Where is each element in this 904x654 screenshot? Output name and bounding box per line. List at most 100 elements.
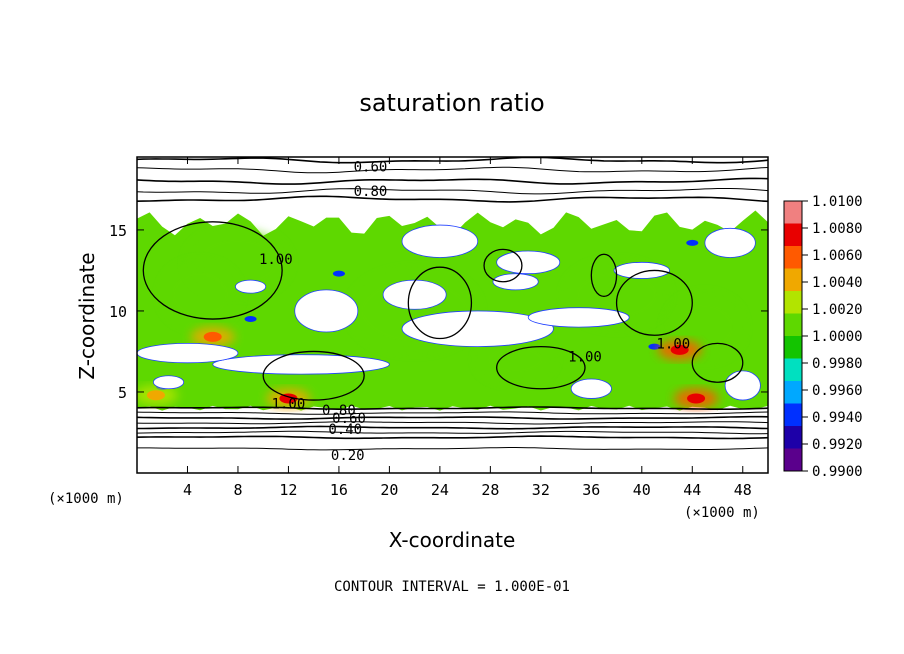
supersaturation-core xyxy=(203,331,222,342)
dry-patch xyxy=(137,342,239,364)
plot-area: 0.600.801.001.00 0.800.600.400.201.001.00 xyxy=(137,157,768,473)
colorbar-tick-label: 0.9920 xyxy=(812,437,863,453)
x-tick-label: 32 xyxy=(532,481,550,499)
contour-line xyxy=(137,430,768,435)
y-unit-label: (×1000 m) xyxy=(48,491,124,507)
contour-line xyxy=(496,345,586,390)
dry-patch xyxy=(401,224,479,258)
y-tick-label: 5 xyxy=(118,384,127,402)
contour-label: 0.60 xyxy=(354,160,388,176)
contour-label: 0.80 xyxy=(354,184,388,200)
x-tick-label: 40 xyxy=(633,481,651,499)
contour-label: 0.20 xyxy=(331,448,365,464)
contour-label: 1.00 xyxy=(259,252,293,268)
contour-line xyxy=(137,157,768,164)
x-axis-label: X-coordinate xyxy=(389,528,516,552)
subsaturated-spot xyxy=(244,316,257,323)
dry-patch xyxy=(724,370,761,401)
contour-line xyxy=(483,248,523,283)
y-tick-label: 10 xyxy=(109,303,127,321)
contour-line xyxy=(407,266,473,340)
x-tick-label: 8 xyxy=(233,481,242,499)
contour-line xyxy=(137,425,768,430)
supersaturation-core xyxy=(670,344,689,355)
contour-line xyxy=(137,415,768,420)
y-axis-label: Z-coordinate xyxy=(75,252,99,379)
contour-line xyxy=(137,406,768,410)
colorbar-fill xyxy=(784,201,802,471)
dry-patch xyxy=(212,354,390,375)
colorbar-tick-label: 0.9960 xyxy=(812,383,863,399)
colorbar-tick-label: 0.9980 xyxy=(812,356,863,372)
colorbar: 1.0100 1.0080 1.0060 1.0040 1.0020 1.0000 0.99… xyxy=(783,194,863,480)
colorbar-frame xyxy=(783,200,803,472)
moist-patch xyxy=(162,262,238,328)
colorbar-tick-label: 0.9900 xyxy=(812,464,863,480)
dry-patch xyxy=(492,273,539,291)
x-tick-label: 36 xyxy=(582,481,600,499)
contour-lines xyxy=(137,157,768,451)
plot-frame xyxy=(136,156,769,474)
colorbar-tick-label: 1.0020 xyxy=(812,302,863,318)
contour-label: 0.80 xyxy=(322,403,356,419)
contour-label: 1.00 xyxy=(656,336,690,352)
contour-line xyxy=(137,188,768,195)
dry-patch xyxy=(294,289,359,333)
contour-line xyxy=(137,421,768,425)
colorbar-tick-label: 1.0000 xyxy=(812,329,863,345)
contour-line xyxy=(137,166,768,174)
x-tick-label: 4 xyxy=(183,481,192,499)
contour-line xyxy=(590,253,618,298)
x-tick-label: 16 xyxy=(330,481,348,499)
colorbar-tick-label: 0.9940 xyxy=(812,410,863,426)
subsaturated-spot xyxy=(332,270,345,277)
dry-patch xyxy=(704,227,756,258)
x-tick-label: 48 xyxy=(734,481,752,499)
x-tick-label: 24 xyxy=(431,481,449,499)
contour-labels: 0.600.801.001.00 0.800.600.400.201.001.00 xyxy=(259,160,690,464)
y-axis: 5 10 15 xyxy=(109,222,768,402)
contour-label: 1.00 xyxy=(272,396,306,412)
dry-patch xyxy=(570,378,612,399)
colorbar-tick-label: 1.0100 xyxy=(812,194,863,210)
contour-line xyxy=(137,411,768,415)
contour-line xyxy=(137,447,768,451)
x-tick-label: 20 xyxy=(380,481,398,499)
dry-patch xyxy=(613,261,670,279)
dry-patch xyxy=(496,250,561,275)
colorbar-tick-label: 1.0080 xyxy=(812,221,863,237)
x-axis: 4 8 12 16 20 24 28 32 36 40 44 48 xyxy=(183,157,752,499)
x-tick-label: 44 xyxy=(683,481,701,499)
dry-patches xyxy=(137,224,761,401)
supersaturation-core xyxy=(146,390,165,401)
dry-patch xyxy=(382,279,447,310)
x-tick-label: 28 xyxy=(481,481,499,499)
contour-line xyxy=(137,195,768,203)
contour-line xyxy=(615,269,693,336)
dry-patch xyxy=(401,310,554,347)
contour-label: 0.40 xyxy=(328,422,362,438)
chart-title: saturation ratio xyxy=(359,89,544,117)
contour-line xyxy=(262,350,365,401)
hotspot-layer xyxy=(137,326,719,409)
dry-patch xyxy=(527,307,630,328)
contour-line xyxy=(691,342,744,383)
subsaturated-spot xyxy=(686,239,699,246)
subsaturated-spot xyxy=(648,343,661,350)
colorbar-ticks: 1.0100 1.0080 1.0060 1.0040 1.0020 1.0000 0.99… xyxy=(802,194,863,480)
dry-patch xyxy=(153,375,185,390)
contour-line xyxy=(142,221,283,320)
contour-label: 1.00 xyxy=(568,349,602,365)
x-tick-label: 12 xyxy=(279,481,297,499)
x-unit-label: (×1000 m) xyxy=(684,505,760,521)
contour-line xyxy=(137,177,768,185)
supersaturation-core xyxy=(687,393,706,404)
colorbar-tick-label: 1.0040 xyxy=(812,275,863,291)
contour-line xyxy=(137,435,768,440)
contour-interval-note: CONTOUR INTERVAL = 1.000E-01 xyxy=(334,579,570,595)
contour-label: 0.60 xyxy=(332,411,366,427)
y-tick-label: 15 xyxy=(109,222,127,240)
dry-patch xyxy=(235,279,267,294)
colorbar-tick-label: 1.0060 xyxy=(812,248,863,264)
